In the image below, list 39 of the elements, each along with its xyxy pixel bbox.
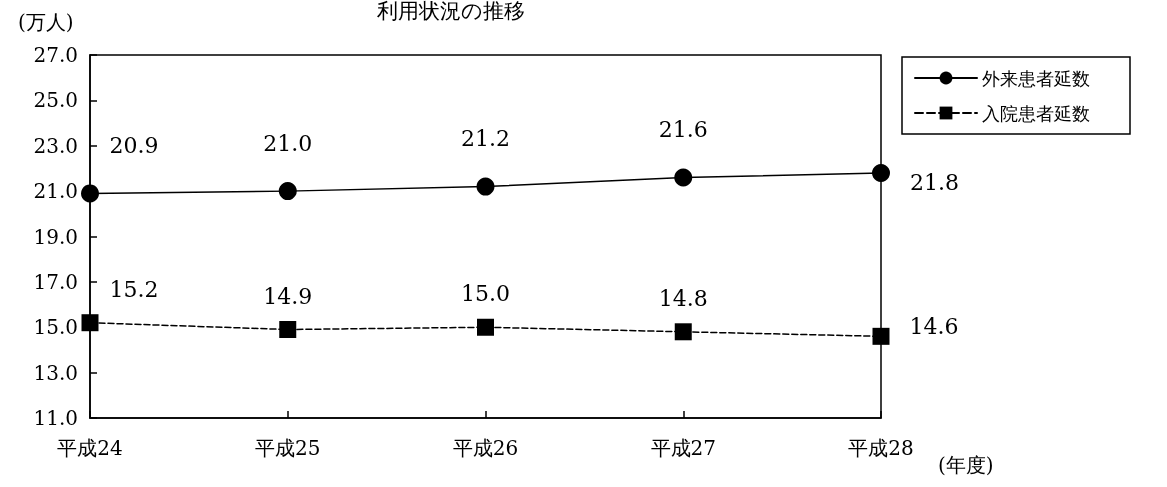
data-label: 14.8 (658, 285, 708, 311)
x-tick-label: 平成27 (650, 436, 716, 460)
point (278, 182, 297, 201)
data-label: 20.9 (109, 132, 159, 158)
y-tick-label: 27.0 (33, 43, 78, 67)
data-label: 21.0 (263, 130, 313, 156)
x-tick-label: 平成26 (452, 436, 519, 460)
data-label: 14.9 (263, 283, 313, 309)
point (477, 318, 494, 336)
y-tick-label: 17.0 (33, 269, 78, 294)
y-tick-label: 15.0 (33, 315, 78, 340)
point (476, 177, 495, 196)
data-label: 14.6 (909, 313, 959, 339)
point (81, 314, 99, 332)
data-label: 15.0 (461, 281, 510, 307)
x-axis-title: (年度) (938, 453, 994, 477)
point (674, 168, 693, 187)
data-label: 15.2 (109, 276, 159, 302)
data-label: 21.2 (461, 126, 510, 152)
point (81, 184, 99, 203)
x-tick-label: 平成28 (848, 436, 914, 460)
chart-title: 利用状況の推移 (377, 0, 525, 23)
legend-label: 入院患者延数 (982, 102, 1090, 124)
x-tick-label: 平成25 (255, 436, 321, 460)
y-tick-label: 19.0 (33, 224, 78, 249)
point (872, 163, 890, 182)
y-tick-label: 13.0 (33, 360, 78, 385)
y-tick-label: 23.0 (33, 133, 78, 158)
y-tick-label: 11.0 (33, 406, 78, 430)
data-label: 21.8 (910, 170, 959, 196)
point (872, 327, 890, 345)
legend-label: 外来患者延数 (982, 67, 1090, 89)
x-tick-label: 平成24 (57, 436, 123, 460)
point (674, 323, 692, 341)
y-axis-title: (万人) (18, 10, 74, 34)
data-label: 21.6 (658, 117, 708, 143)
y-tick-label: 25.0 (33, 88, 78, 113)
y-tick-label: 21.0 (33, 179, 78, 204)
point (279, 321, 297, 339)
